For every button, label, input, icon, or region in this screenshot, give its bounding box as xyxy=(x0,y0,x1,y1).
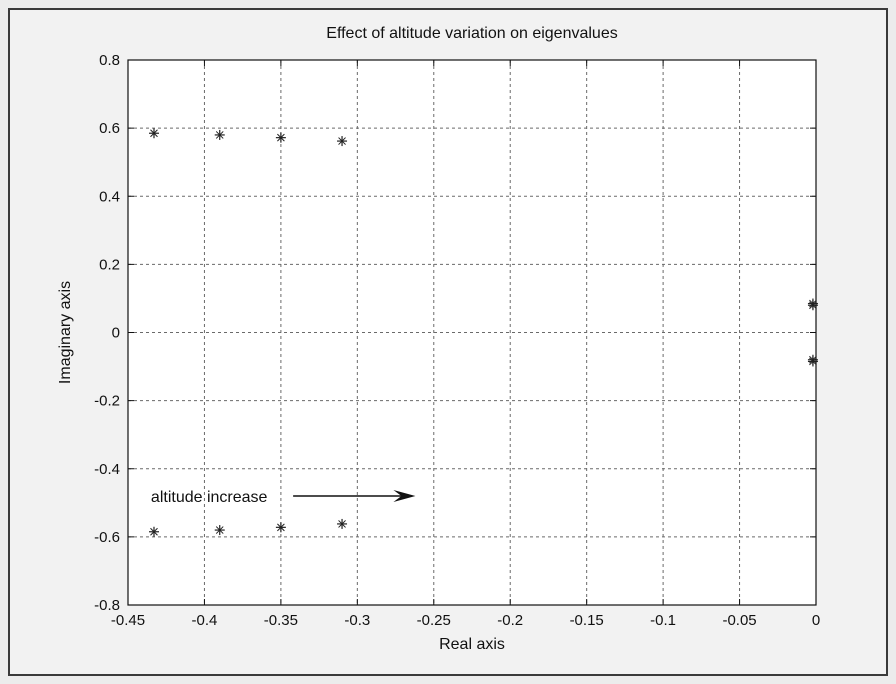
chart-title: Effect of altitude variation on eigenval… xyxy=(326,25,617,42)
data-point-star xyxy=(214,525,225,536)
x-tick-label: -0.35 xyxy=(264,612,298,629)
y-axis-label: Imaginary axis xyxy=(57,281,74,384)
x-tick-label: -0.2 xyxy=(497,612,523,629)
x-tick-label: -0.15 xyxy=(570,612,604,629)
y-tick-label: 0.4 xyxy=(99,188,120,205)
y-tick-label: 0.6 xyxy=(99,120,120,137)
y-tick-label: -0.6 xyxy=(94,529,120,546)
annotation-text: altitude increase xyxy=(151,489,268,506)
data-point-star xyxy=(275,132,286,143)
data-points xyxy=(148,128,818,537)
y-tick-label: 0 xyxy=(112,325,120,342)
axis-ticks: -0.45 -0.4 -0.35 -0.3 -0.25 -0.2 -0.15 -0.1 -0.0… xyxy=(94,52,820,629)
x-tick-label: -0.05 xyxy=(722,612,756,629)
x-tick-label: -0.3 xyxy=(344,612,370,629)
x-tick-label: -0.45 xyxy=(111,612,145,629)
data-point-star xyxy=(214,129,225,140)
y-tick-label: -0.8 xyxy=(94,597,120,614)
y-tick-label: -0.4 xyxy=(94,461,120,478)
x-axis-label: Real axis xyxy=(439,636,505,653)
x-tick-label: 0 xyxy=(812,612,820,629)
grid-lines xyxy=(128,60,816,605)
x-tick-label: -0.25 xyxy=(417,612,451,629)
data-point-star xyxy=(807,300,818,311)
data-point-star xyxy=(148,128,159,139)
arrow-head xyxy=(393,490,416,502)
data-point-star xyxy=(807,356,818,367)
x-tick-label: -0.4 xyxy=(192,612,218,629)
x-tick-label: -0.1 xyxy=(650,612,676,629)
annotation-group: altitude increase xyxy=(151,489,416,506)
data-point-star xyxy=(337,136,348,147)
data-point-star xyxy=(148,526,159,537)
y-tick-label: 0.8 xyxy=(99,52,120,69)
y-tick-label: 0.2 xyxy=(99,256,120,273)
y-tick-label: -0.2 xyxy=(94,393,120,410)
data-point-star xyxy=(275,522,286,533)
data-point-star xyxy=(337,518,348,529)
